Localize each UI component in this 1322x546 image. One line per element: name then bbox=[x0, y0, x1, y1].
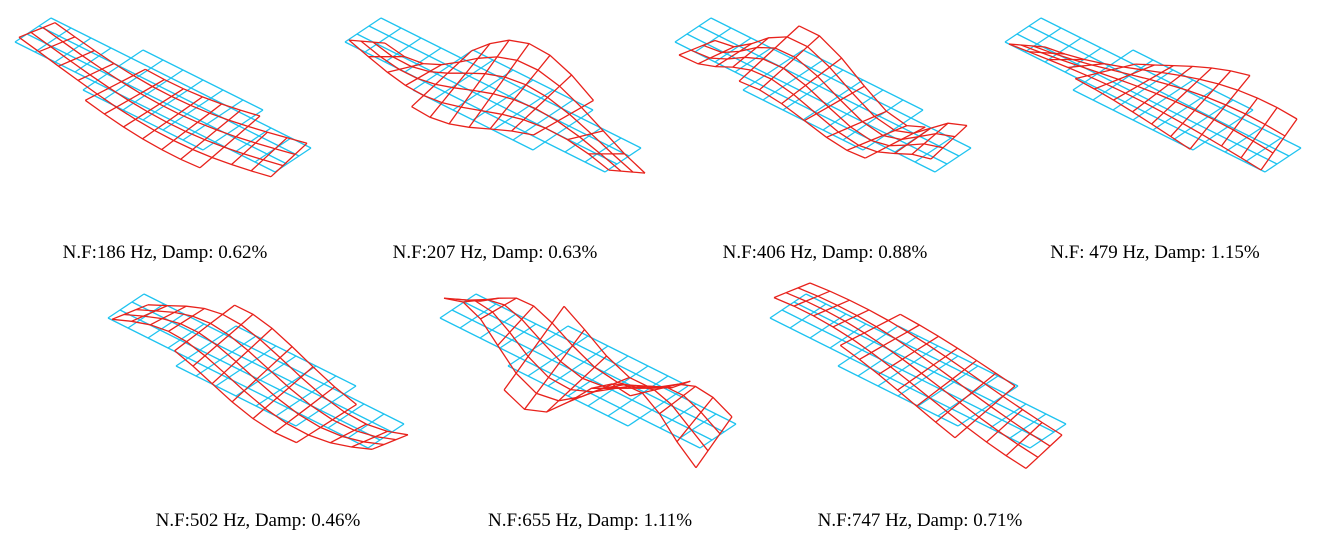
caption: N.F:747 Hz, Damp: 0.71% bbox=[818, 510, 1023, 531]
caption: N.F:502 Hz, Damp: 0.46% bbox=[156, 510, 361, 531]
undeformed-line bbox=[628, 386, 688, 426]
deformed-line bbox=[1026, 435, 1062, 468]
undeformed-line bbox=[1005, 42, 1265, 172]
deformed-line bbox=[275, 387, 335, 433]
undeformed-line bbox=[440, 318, 700, 448]
deformed-line bbox=[739, 81, 865, 158]
caption: N.F:207 Hz, Damp: 0.63% bbox=[393, 242, 598, 263]
caption: N.F: 479 Hz, Damp: 1.15% bbox=[1050, 242, 1260, 263]
mode-shape bbox=[108, 294, 408, 449]
deformed-line bbox=[19, 23, 55, 38]
mode-shape bbox=[440, 294, 736, 468]
undeformed-line bbox=[381, 18, 641, 148]
undeformed-line bbox=[108, 318, 368, 448]
undeformed-line bbox=[452, 310, 712, 440]
undeformed-line bbox=[27, 34, 287, 164]
deformed-line bbox=[412, 51, 472, 107]
deformed-line bbox=[145, 69, 260, 116]
mode-shape bbox=[15, 18, 311, 177]
deformed-line bbox=[472, 40, 594, 100]
undeformed-line bbox=[357, 34, 617, 164]
mode-shape bbox=[675, 18, 971, 172]
deformed-line bbox=[136, 310, 396, 440]
figure: N.F:186 Hz, Damp: 0.62% N.F:207 Hz, Damp:… bbox=[0, 0, 1322, 546]
deformed-line bbox=[609, 170, 645, 173]
undeformed-line bbox=[528, 336, 588, 376]
undeformed-line bbox=[838, 326, 898, 366]
mode-shape bbox=[770, 283, 1066, 468]
undeformed-line bbox=[83, 50, 143, 90]
caption: N.F:186 Hz, Damp: 0.62% bbox=[63, 242, 268, 263]
caption: N.F:406 Hz, Damp: 0.88% bbox=[723, 242, 928, 263]
undeformed-line bbox=[369, 26, 629, 156]
caption: N.F:655 Hz, Damp: 1.11% bbox=[488, 510, 692, 531]
undeformed-line bbox=[15, 42, 275, 172]
deformed-line bbox=[412, 107, 534, 135]
deformed-line bbox=[955, 386, 1015, 438]
deformed-line bbox=[469, 44, 529, 128]
undeformed-line bbox=[770, 318, 1030, 448]
mode-shape bbox=[1005, 18, 1301, 172]
undeformed-line bbox=[144, 294, 404, 424]
undeformed-line bbox=[858, 336, 918, 376]
undeformed-line bbox=[843, 100, 903, 140]
deformed-line bbox=[104, 80, 164, 114]
undeformed-line bbox=[39, 26, 299, 156]
deformed-line bbox=[660, 386, 696, 413]
undeformed-line bbox=[1073, 50, 1133, 90]
undeformed-line bbox=[806, 294, 1066, 424]
undeformed-line bbox=[433, 60, 493, 100]
undeformed-line bbox=[296, 386, 356, 426]
undeformed-line bbox=[103, 60, 163, 100]
mode-shape bbox=[345, 18, 645, 173]
deformed-line bbox=[490, 55, 550, 129]
